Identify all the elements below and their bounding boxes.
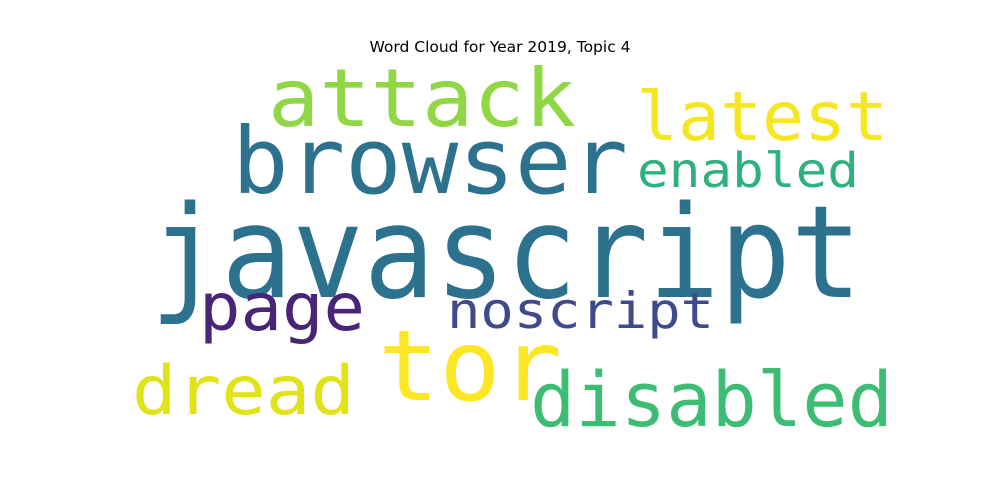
word-latest: latest — [636, 78, 888, 157]
word-noscript: noscript — [447, 282, 714, 340]
word-page: page — [199, 269, 365, 346]
word-disabled: disabled — [530, 355, 893, 444]
word-enabled: enabled — [637, 143, 859, 199]
figure-title: Word Cloud for Year 2019, Topic 4 — [369, 38, 631, 56]
word-browser: browser — [232, 108, 628, 215]
word-tor: tor — [378, 310, 562, 424]
word-dread: dread — [132, 352, 355, 431]
word-attack: attack — [268, 52, 576, 145]
word-javascript: javascript — [150, 179, 862, 328]
